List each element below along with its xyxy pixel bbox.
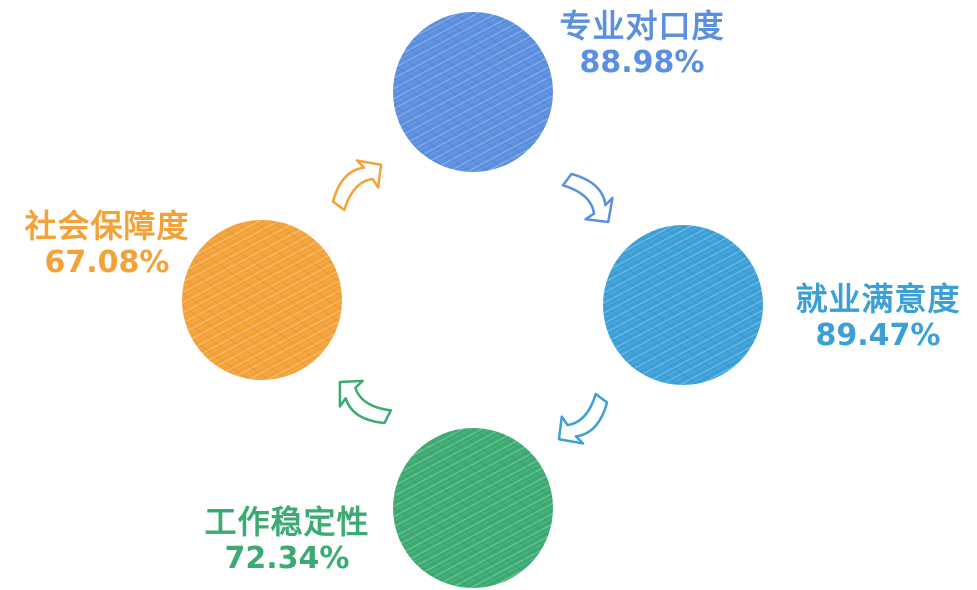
circle-zhuanye-duikou bbox=[393, 12, 553, 172]
node-value: 67.08% bbox=[44, 245, 170, 280]
node-name: 工作稳定性 bbox=[204, 503, 370, 541]
arrow-jy-to-gz-icon bbox=[557, 392, 609, 445]
label-shehui-baozhang: 社会保障度 67.08% bbox=[2, 210, 212, 278]
node-name: 就业满意度 bbox=[795, 280, 961, 318]
node-name: 专业对口度 bbox=[559, 7, 725, 45]
arrow-sh-to-zy-icon bbox=[331, 159, 383, 212]
circle-shehui-baozhang bbox=[182, 220, 342, 380]
label-zhuanye-duikou: 专业对口度 88.98% bbox=[542, 10, 742, 78]
label-gongzuo-wending: 工作稳定性 72.34% bbox=[172, 506, 402, 574]
arrow-zy-to-jy-icon bbox=[561, 172, 614, 224]
arrow-gz-to-sh-icon bbox=[338, 379, 393, 425]
node-value: 88.98% bbox=[579, 45, 705, 80]
circle-gongzuo-wending bbox=[393, 428, 553, 588]
node-name: 社会保障度 bbox=[24, 207, 190, 245]
node-value: 89.47% bbox=[815, 318, 941, 353]
node-value: 72.34% bbox=[224, 541, 350, 576]
label-jiuye-manyi: 就业满意度 89.47% bbox=[778, 283, 977, 351]
circle-jiuye-manyi bbox=[603, 225, 763, 385]
